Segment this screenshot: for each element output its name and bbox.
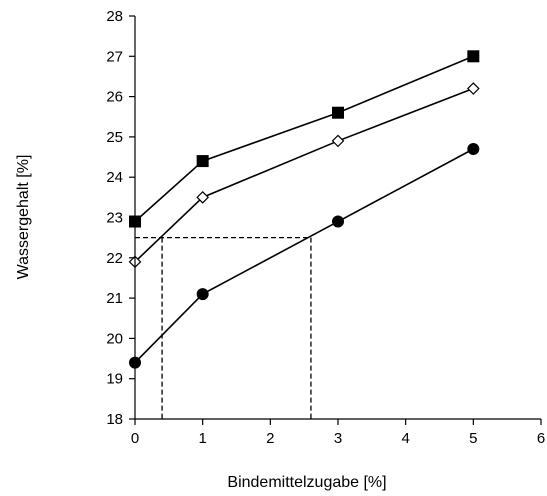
x-tick-label: 2	[266, 430, 274, 447]
data-point-square	[197, 156, 208, 167]
series-line	[135, 149, 473, 363]
y-tick-label: 27	[106, 48, 123, 65]
y-tick-label: 26	[106, 89, 123, 106]
series-layer	[130, 51, 479, 368]
data-point-diamond	[333, 135, 344, 146]
data-point-square	[468, 51, 479, 62]
x-tick-label: 5	[469, 430, 477, 447]
data-point-circle	[468, 143, 479, 154]
x-tick-label: 0	[131, 430, 139, 447]
x-axis-label: Bindemittelzugabe [%]	[227, 474, 386, 491]
data-point-circle	[197, 289, 208, 300]
x-tick-label: 3	[334, 430, 342, 447]
y-tick-label: 20	[106, 330, 123, 347]
series-square	[130, 51, 479, 227]
x-tick-label: 6	[537, 430, 545, 447]
series-line	[135, 56, 473, 221]
data-point-diamond	[468, 83, 479, 94]
y-tick-label: 24	[106, 169, 123, 186]
y-tick-label: 28	[106, 8, 123, 25]
series-circle	[130, 143, 479, 368]
y-tick-label: 25	[106, 129, 123, 146]
y-tick-label: 18	[106, 411, 123, 428]
x-tick-label: 1	[198, 430, 206, 447]
y-tick-label: 19	[106, 371, 123, 388]
y-axis-label: Wassergehalt [%]	[15, 155, 32, 280]
x-tick-label: 4	[401, 430, 409, 447]
reference-lines	[135, 238, 311, 419]
y-tick-label: 21	[106, 290, 123, 307]
data-point-circle	[333, 216, 344, 227]
y-tick-label: 23	[106, 210, 123, 227]
y-tick-label: 22	[106, 250, 123, 267]
data-point-square	[333, 107, 344, 118]
